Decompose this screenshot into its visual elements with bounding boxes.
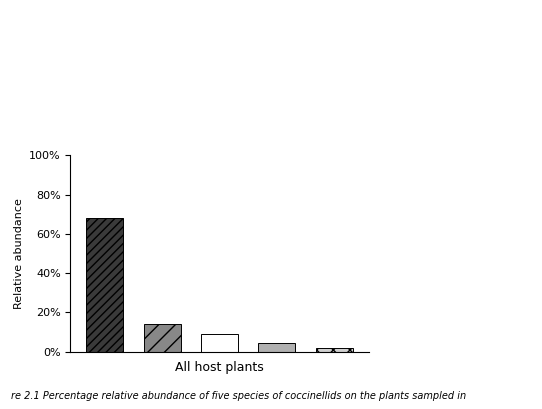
Bar bbox=[315, 348, 353, 352]
Bar bbox=[86, 218, 124, 352]
Bar bbox=[144, 324, 181, 352]
Bar bbox=[201, 334, 238, 352]
Text: re 2.1 Percentage relative abundance of five species of coccinellids on the plan: re 2.1 Percentage relative abundance of … bbox=[11, 391, 466, 401]
Y-axis label: Relative abundance: Relative abundance bbox=[14, 198, 23, 309]
Bar bbox=[258, 343, 295, 352]
